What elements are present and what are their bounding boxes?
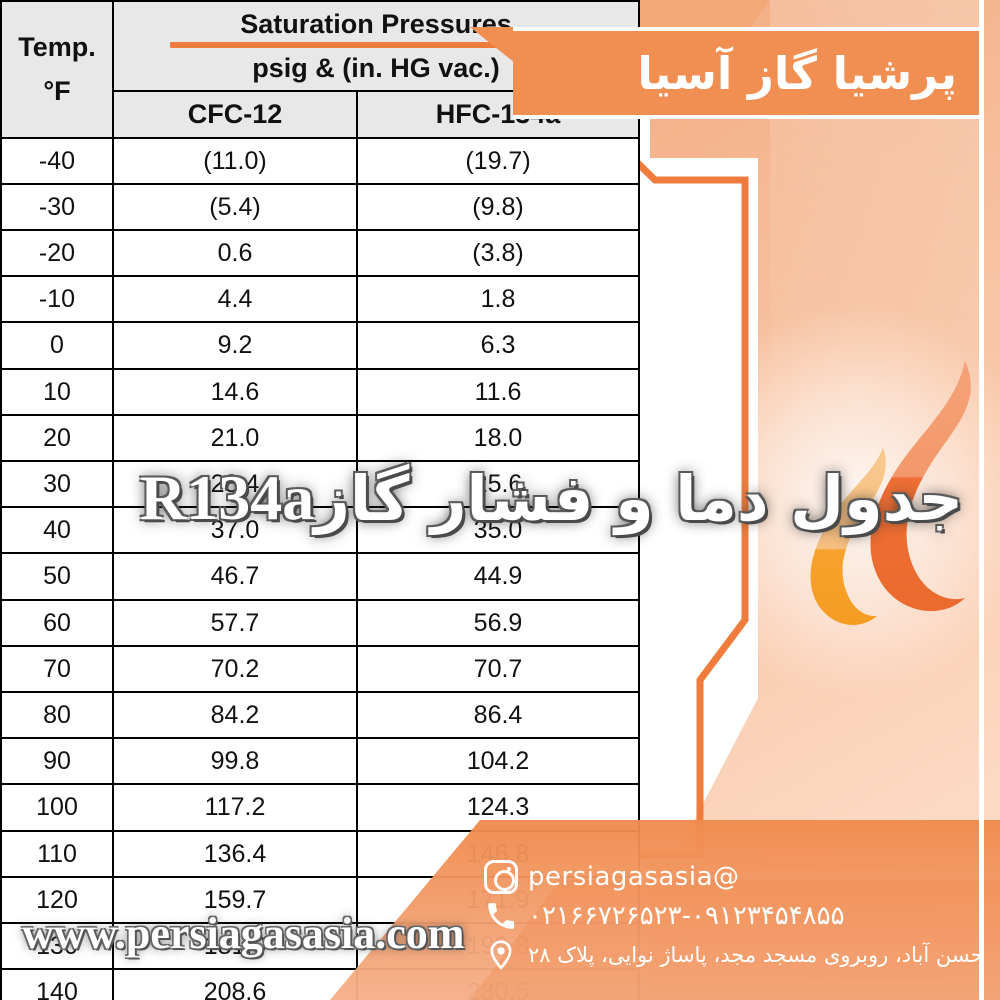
row-hfc134a: 35.0: [355, 506, 641, 555]
row-hfc134a: 86.4: [355, 691, 641, 740]
flame-logo: [810, 361, 971, 625]
header-temp-line2: °F: [43, 76, 71, 107]
row-temp: -20: [0, 229, 114, 278]
table-row: 80 84.2 86.4: [0, 691, 641, 740]
row-hfc134a: (19.7): [355, 136, 641, 185]
row-cfc12: 208.6: [112, 968, 358, 1000]
row-hfc134a: 70.7: [355, 644, 641, 694]
table-row: -40 (11.0) (19.7): [0, 136, 641, 185]
row-cfc12: 99.8: [112, 737, 358, 786]
row-hfc134a: (9.8): [355, 182, 641, 232]
brand-banner: پرشیا گاز آسیا: [513, 27, 983, 119]
contact-row-phone[interactable]: ۰۲۱۶۶۷۲۶۵۲۳-۰۹۱۲۳۴۵۴۸۵۵: [484, 899, 974, 933]
row-temp: -40: [0, 136, 114, 185]
table-row: 40 37.0 35.0: [0, 506, 641, 555]
row-temp: 40: [0, 506, 114, 555]
row-cfc12: 117.2: [112, 783, 358, 832]
row-cfc12: 46.7: [112, 552, 358, 601]
row-hfc134a: 25.6: [355, 460, 641, 509]
frame-border-right: [979, 0, 984, 1000]
row-cfc12: (11.0): [112, 136, 358, 185]
table-row: -30 (5.4) (9.8): [0, 182, 641, 232]
table-row: -10 4.4 1.8: [0, 275, 641, 324]
row-cfc12: 70.2: [112, 644, 358, 694]
row-cfc12: 159.7: [112, 875, 358, 925]
row-temp: 30: [0, 460, 114, 509]
footer-band-secondary: [470, 880, 1000, 1000]
row-hfc134a: 1.8: [355, 275, 641, 324]
table-row: 90 99.8 104.2: [0, 737, 641, 786]
row-temp: 120: [0, 875, 114, 925]
row-hfc134a: 44.9: [355, 552, 641, 601]
row-temp: 0: [0, 321, 114, 370]
row-hfc134a: 11.6: [355, 367, 641, 416]
row-temp: 130: [0, 922, 114, 971]
row-temp: 20: [0, 413, 114, 463]
header-temp: Temp. °F: [0, 0, 114, 139]
row-cfc12: 14.6: [112, 367, 358, 416]
row-temp: 140: [0, 968, 114, 1000]
brand-banner-title: پرشیا گاز آسیا: [637, 46, 957, 100]
row-hfc134a: 104.2: [355, 737, 641, 786]
row-temp: 70: [0, 644, 114, 694]
table-row: 70 70.2 70.7: [0, 644, 641, 694]
row-temp: -30: [0, 182, 114, 232]
row-temp: 50: [0, 552, 114, 601]
row-temp: 80: [0, 691, 114, 740]
row-cfc12: 0.6: [112, 229, 358, 278]
row-cfc12: 136.4: [112, 829, 358, 878]
row-hfc134a: 6.3: [355, 321, 641, 370]
table-row: 50 46.7 44.9: [0, 552, 641, 601]
row-cfc12: (5.4): [112, 182, 358, 232]
row-temp: 110: [0, 829, 114, 878]
row-cfc12: 28.4: [112, 460, 358, 509]
table-row: 0 9.2 6.3: [0, 321, 641, 370]
header-group-line2: psig & (in. HG vac.): [252, 53, 500, 84]
table-row: 60 57.7 56.9: [0, 598, 641, 647]
header-group-line1: Saturation Pressures: [240, 9, 512, 39]
table-row: -20 0.6 (3.8): [0, 229, 641, 278]
header-accent-rule: [170, 42, 515, 48]
contact-block: @persiagasasia ۰۲۱۶۶۷۲۶۵۲۳-۰۹۱۲۳۴۵۴۸۵۵ ح…: [484, 860, 983, 972]
instagram-handle: @persiagasasia: [528, 862, 740, 892]
phone-number: ۰۲۱۶۶۷۲۶۵۲۳-۰۹۱۲۳۴۵۴۸۵۵: [528, 901, 845, 931]
row-cfc12: 4.4: [112, 275, 358, 324]
table-row: 10 14.6 11.6: [0, 367, 641, 416]
contact-row-instagram[interactable]: @persiagasasia: [484, 860, 974, 894]
card-step-shape: [636, 158, 758, 848]
row-cfc12: 84.2: [112, 691, 358, 740]
row-temp: 100: [0, 783, 114, 832]
table-row: 30 28.4 25.6: [0, 460, 641, 509]
row-cfc12: 181.0: [112, 922, 358, 971]
row-temp: -10: [0, 275, 114, 324]
row-cfc12: 9.2: [112, 321, 358, 370]
row-cfc12: 37.0: [112, 506, 358, 555]
row-hfc134a: 56.9: [355, 598, 641, 647]
table-row: 20 21.0 18.0: [0, 413, 641, 463]
row-temp: 60: [0, 598, 114, 647]
address-text: حسن آباد، روبروی مسجد مجد، پاساژ نوایی، …: [528, 943, 984, 967]
row-temp: 10: [0, 367, 114, 416]
contact-row-address: حسن آباد، روبروی مسجد مجد، پاساژ نوایی، …: [484, 938, 983, 972]
header-temp-line1: Temp.: [18, 32, 96, 63]
row-hfc134a: 18.0: [355, 413, 641, 463]
row-hfc134a: (3.8): [355, 229, 641, 278]
row-temp: 90: [0, 737, 114, 786]
row-cfc12: 21.0: [112, 413, 358, 463]
instagram-icon: [484, 860, 518, 894]
phone-icon: [484, 899, 518, 933]
location-pin-icon: [484, 938, 518, 972]
row-cfc12: 57.7: [112, 598, 358, 647]
header-col-cfc12: CFC-12: [112, 90, 358, 139]
